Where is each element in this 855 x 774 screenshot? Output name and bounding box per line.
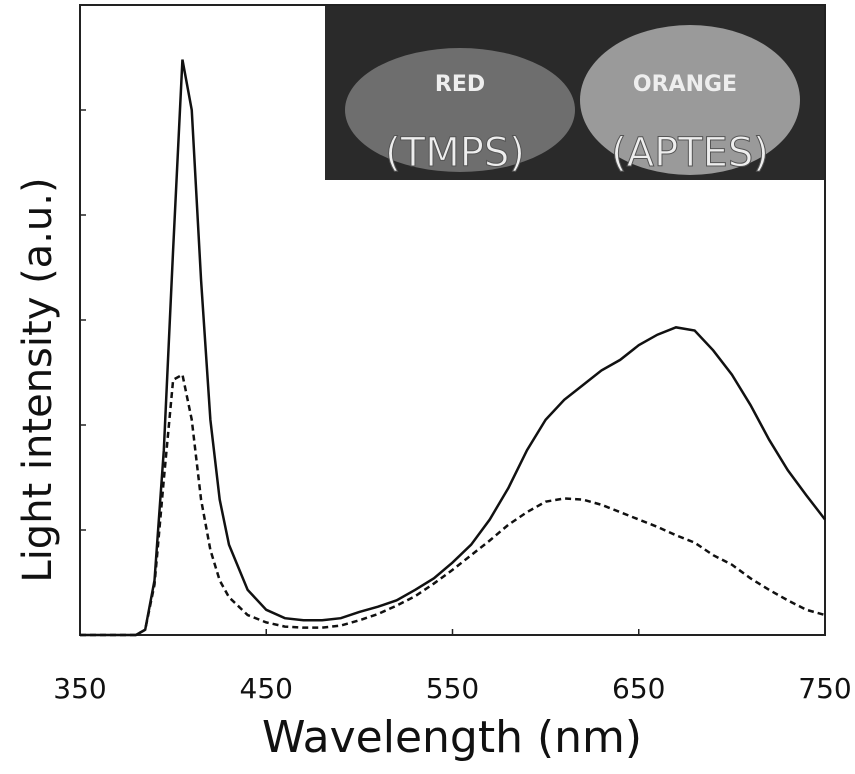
x-tick-label: 450: [240, 672, 293, 705]
x-axis-title: Wavelength (nm): [262, 712, 642, 763]
annotation: (APTES): [611, 130, 769, 176]
x-tick-label: 650: [612, 672, 665, 705]
series-line: [80, 59, 826, 637]
series-line: [80, 372, 826, 637]
x-tick-label: 350: [53, 672, 106, 705]
x-tick-label: 750: [798, 672, 851, 705]
x-tick-label: 550: [426, 672, 479, 705]
inset-spot: [580, 25, 800, 175]
annotation: (TMPS): [385, 130, 525, 176]
y-axis-title: Light intensity (a.u.): [15, 177, 61, 582]
inset-spot: [345, 48, 575, 172]
annotation: RED: [435, 72, 485, 97]
annotation: ORANGE: [633, 72, 737, 97]
